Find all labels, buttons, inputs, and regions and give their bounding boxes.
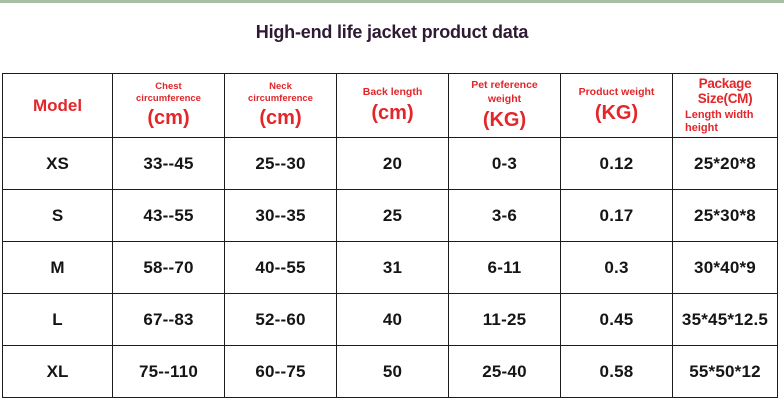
col-header-product-weight: Product weight (KG) bbox=[560, 73, 673, 138]
cell-product-weight: 0.58 bbox=[560, 345, 673, 398]
col-header-back-length: Back length (cm) bbox=[336, 73, 449, 138]
cell-chest: 67--83 bbox=[112, 293, 225, 346]
col-header-neck: Neck circumference (cm) bbox=[224, 73, 337, 138]
cell-chest: 33--45 bbox=[112, 137, 225, 190]
cell-back-length: 20 bbox=[336, 137, 449, 190]
col-header-chest-unit: (cm) bbox=[147, 107, 190, 130]
col-header-chest: Chest circumference (cm) bbox=[112, 73, 225, 138]
cell-neck: 25--30 bbox=[224, 137, 337, 190]
cell-back-length: 50 bbox=[336, 345, 449, 398]
table-row-xs: XS 33--45 25--30 20 0-3 0.12 25*20*8 bbox=[2, 137, 778, 190]
col-header-product-weight-unit: (KG) bbox=[594, 102, 639, 125]
cell-pet-weight: 0-3 bbox=[448, 137, 561, 190]
cell-model: XS bbox=[2, 137, 113, 190]
col-header-model-label: Model bbox=[32, 95, 83, 115]
col-header-pet-weight: Pet reference weight (KG) bbox=[448, 73, 561, 138]
cell-model: M bbox=[2, 241, 113, 294]
col-header-neck-unit: (cm) bbox=[259, 107, 302, 130]
cell-chest: 75--110 bbox=[112, 345, 225, 398]
cell-back-length: 31 bbox=[336, 241, 449, 294]
table-row-s: S 43--55 30--35 25 3-6 0.17 25*30*8 bbox=[2, 189, 778, 242]
page-title: High-end life jacket product data bbox=[255, 22, 529, 42]
cell-package-size: 35*45*12.5 bbox=[672, 293, 778, 346]
cell-neck: 60--75 bbox=[224, 345, 337, 398]
col-header-chest-label: Chest circumference bbox=[136, 80, 201, 104]
table-row-m: M 58--70 40--55 31 6-11 0.3 30*40*9 bbox=[2, 241, 778, 294]
cell-package-size: 30*40*9 bbox=[672, 241, 778, 294]
cell-chest: 58--70 bbox=[112, 241, 225, 294]
cell-package-size: 25*20*8 bbox=[672, 137, 778, 190]
cell-neck: 30--35 bbox=[224, 189, 337, 242]
col-header-package-size: Package Size(CM) Length width height bbox=[672, 73, 778, 138]
col-header-pet-weight-unit: (KG) bbox=[482, 108, 527, 131]
cell-back-length: 40 bbox=[336, 293, 449, 346]
cell-pet-weight: 11-25 bbox=[448, 293, 561, 346]
cell-product-weight: 0.3 bbox=[560, 241, 673, 294]
cell-pet-weight: 25-40 bbox=[448, 345, 561, 398]
col-header-model: Model bbox=[2, 73, 113, 138]
cell-pet-weight: 6-11 bbox=[448, 241, 561, 294]
table-row-l: L 67--83 52--60 40 11-25 0.45 35*45*12.5 bbox=[2, 293, 778, 346]
cell-neck: 40--55 bbox=[224, 241, 337, 294]
col-header-neck-label: Neck circumference bbox=[248, 80, 313, 104]
col-header-product-weight-label: Product weight bbox=[578, 85, 655, 98]
table-row-xl: XL 75--110 60--75 50 25-40 0.58 55*50*12 bbox=[2, 345, 778, 398]
top-accent-bar bbox=[0, 0, 784, 3]
cell-chest: 43--55 bbox=[112, 189, 225, 242]
product-spec-table: Model Chest circumference (cm) Neck circ… bbox=[2, 73, 778, 398]
cell-model: L bbox=[2, 293, 113, 346]
cell-product-weight: 0.17 bbox=[560, 189, 673, 242]
cell-back-length: 25 bbox=[336, 189, 449, 242]
cell-package-size: 55*50*12 bbox=[672, 345, 778, 398]
col-header-back-length-unit: (cm) bbox=[371, 102, 414, 125]
cell-pet-weight: 3-6 bbox=[448, 189, 561, 242]
col-header-package-size-sub: Length width height bbox=[685, 108, 754, 134]
cell-product-weight: 0.12 bbox=[560, 137, 673, 190]
cell-product-weight: 0.45 bbox=[560, 293, 673, 346]
cell-model: XL bbox=[2, 345, 113, 398]
cell-package-size: 25*30*8 bbox=[672, 189, 778, 242]
table-header-row: Model Chest circumference (cm) Neck circ… bbox=[2, 73, 778, 138]
cell-neck: 52--60 bbox=[224, 293, 337, 346]
col-header-pet-weight-label: Pet reference weight bbox=[471, 79, 538, 105]
cell-model: S bbox=[2, 189, 113, 242]
col-header-package-size-label: Package Size(CM) bbox=[697, 75, 753, 106]
col-header-back-length-label: Back length bbox=[362, 85, 423, 98]
